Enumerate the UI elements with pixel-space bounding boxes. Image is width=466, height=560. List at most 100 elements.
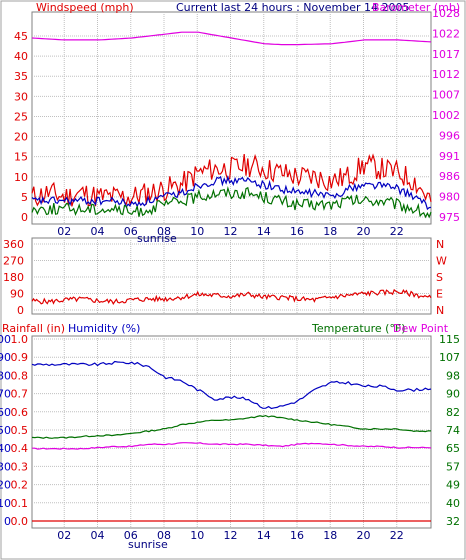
baro-tick-label: 1022 [432, 27, 460, 40]
compass-tick-label: E [436, 288, 443, 301]
temp-tick-label: 40 [446, 497, 460, 510]
temp-tick-label: 32 [446, 515, 460, 528]
temperature-axis-title: Temperature (°F) [311, 322, 406, 335]
direction-tick-label: 0 [17, 304, 24, 317]
rain-tick-label: 0.1 [11, 497, 29, 510]
x-tick-label: 18 [323, 529, 337, 542]
baro-tick-label: 1012 [432, 68, 460, 81]
wind-tick-label: 10 [14, 171, 28, 184]
direction-tick-label: 360 [3, 238, 24, 251]
temp-tick-label: 49 [446, 479, 460, 492]
temp-tick-label: 74 [446, 424, 460, 437]
rain-tick-label: 0.2 [11, 479, 29, 492]
temp-tick-label: 65 [446, 442, 460, 455]
humidity-tick-label: 70 [0, 388, 11, 401]
windspeed-line [31, 153, 432, 207]
x-tick-label: 20 [357, 225, 371, 238]
rain-tick-label: 0.3 [11, 460, 29, 473]
baro-tick-label: 1028 [432, 7, 460, 20]
wind-tick-label: 15 [14, 151, 28, 164]
rain-tick-label: 0.7 [11, 388, 29, 401]
rainfall-axis-title: Rainfall (in) [2, 322, 65, 335]
rain-tick-label: 0.0 [11, 515, 29, 528]
baro-tick-label: 986 [439, 170, 460, 183]
humidity-tick-label: 100 [0, 333, 11, 346]
baro-tick-label: 991 [439, 150, 460, 163]
humidity-tick-label: 0 [4, 515, 11, 528]
temp-tick-label: 90 [446, 388, 460, 401]
x-tick-label: 10 [190, 529, 204, 542]
panel-3-frame [31, 335, 432, 529]
x-tick-label: 10 [190, 225, 204, 238]
x-tick-label: 04 [91, 529, 105, 542]
rain-tick-label: 0.8 [11, 369, 29, 382]
x-tick-label: 16 [290, 225, 304, 238]
compass-tick-label: W [436, 255, 447, 268]
wind-tick-label: 35 [14, 70, 28, 83]
baro-tick-label: 980 [439, 191, 460, 204]
x-tick-label: 08 [157, 225, 171, 238]
rain-tick-label: 0.9 [11, 351, 29, 364]
sunrise-label-3: sunrise [128, 538, 168, 551]
wind-direction-line [31, 288, 432, 305]
x-tick-label: 12 [224, 529, 238, 542]
humidity-tick-label: 60 [0, 406, 11, 419]
x-tick-label: 16 [290, 529, 304, 542]
series-lines [31, 31, 432, 522]
baro-tick-label: 1017 [432, 48, 460, 61]
humidity-tick-label: 80 [0, 369, 11, 382]
humidity-axis-title: Humidity (%) [68, 322, 140, 335]
wind-tick-label: 5 [21, 191, 28, 204]
x-tick-label: 18 [323, 225, 337, 238]
wind-tick-label: 25 [14, 110, 28, 123]
wind-low-line [31, 185, 432, 219]
panel-2-frame [31, 237, 432, 315]
dewpoint-axis-title: Dew Point [393, 322, 449, 335]
wind-tick-label: 45 [14, 30, 28, 43]
baro-tick-label: 975 [439, 211, 460, 224]
wind-tick-label: 40 [14, 50, 28, 63]
dewpoint-line [32, 442, 432, 450]
chart-title: Current last 24 hours : November 14 2005 [176, 1, 409, 14]
rain-tick-label: 0.6 [11, 406, 29, 419]
baro-tick-label: 1002 [432, 109, 460, 122]
baro-tick-label: 1007 [432, 89, 460, 102]
rain-tick-label: 0.4 [11, 442, 29, 455]
humidity-tick-label: 40 [0, 442, 11, 455]
x-tick-label: 22 [390, 529, 404, 542]
rain-tick-label: 0.5 [11, 424, 29, 437]
humidity-tick-label: 10 [0, 497, 11, 510]
x-tick-label: 04 [91, 225, 105, 238]
direction-tick-label: 270 [3, 255, 24, 268]
wind-average-line [31, 175, 432, 211]
temp-tick-label: 98 [446, 369, 460, 382]
compass-tick-label: S [436, 271, 443, 284]
x-tick-label: 06 [124, 529, 138, 542]
x-tick-label: 02 [57, 225, 71, 238]
wind-tick-label: 30 [14, 90, 28, 103]
temp-tick-label: 107 [439, 351, 460, 364]
humidity-tick-label: 30 [0, 460, 11, 473]
windspeed-axis-title: Windspeed (mph) [36, 1, 134, 14]
humidity-tick-label: 90 [0, 351, 11, 364]
barometer-line [31, 31, 432, 46]
compass-tick-label: N [436, 304, 444, 317]
sunrise-label-1: sunrise [137, 232, 177, 245]
compass-tick-label: N [436, 238, 444, 251]
temp-tick-label: 82 [446, 406, 460, 419]
humidity-tick-label: 20 [0, 479, 11, 492]
rain-tick-label: 1.0 [11, 333, 29, 346]
humidity-tick-label: 50 [0, 424, 11, 437]
x-tick-label: 14 [257, 529, 271, 542]
panel-1-frame [31, 11, 432, 225]
barometer-axis-title: Barometer (mb) [372, 1, 460, 14]
gridlines [32, 12, 431, 528]
x-tick-label: 22 [390, 225, 404, 238]
wind-tick-label: 20 [14, 131, 28, 144]
x-tick-label: 08 [157, 529, 171, 542]
wind-tick-label: 0 [21, 211, 28, 224]
baro-tick-label: 996 [439, 129, 460, 142]
